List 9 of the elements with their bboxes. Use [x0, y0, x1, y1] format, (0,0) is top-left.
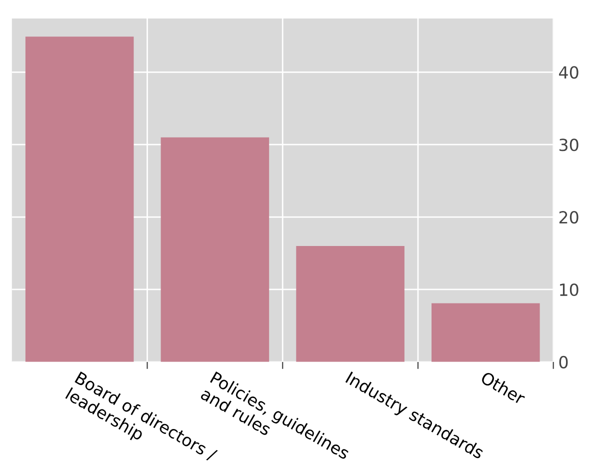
- bar: [296, 246, 404, 362]
- bar: [432, 303, 540, 362]
- bar: [25, 36, 134, 362]
- y-tick-label: 30: [559, 138, 578, 152]
- y-tick-label: 40: [559, 66, 578, 79]
- y-tick-label: 0: [559, 356, 568, 368]
- y-tick-label: 10: [560, 283, 578, 296]
- y-tick-label: 20: [559, 211, 578, 224]
- bar: [160, 137, 270, 362]
